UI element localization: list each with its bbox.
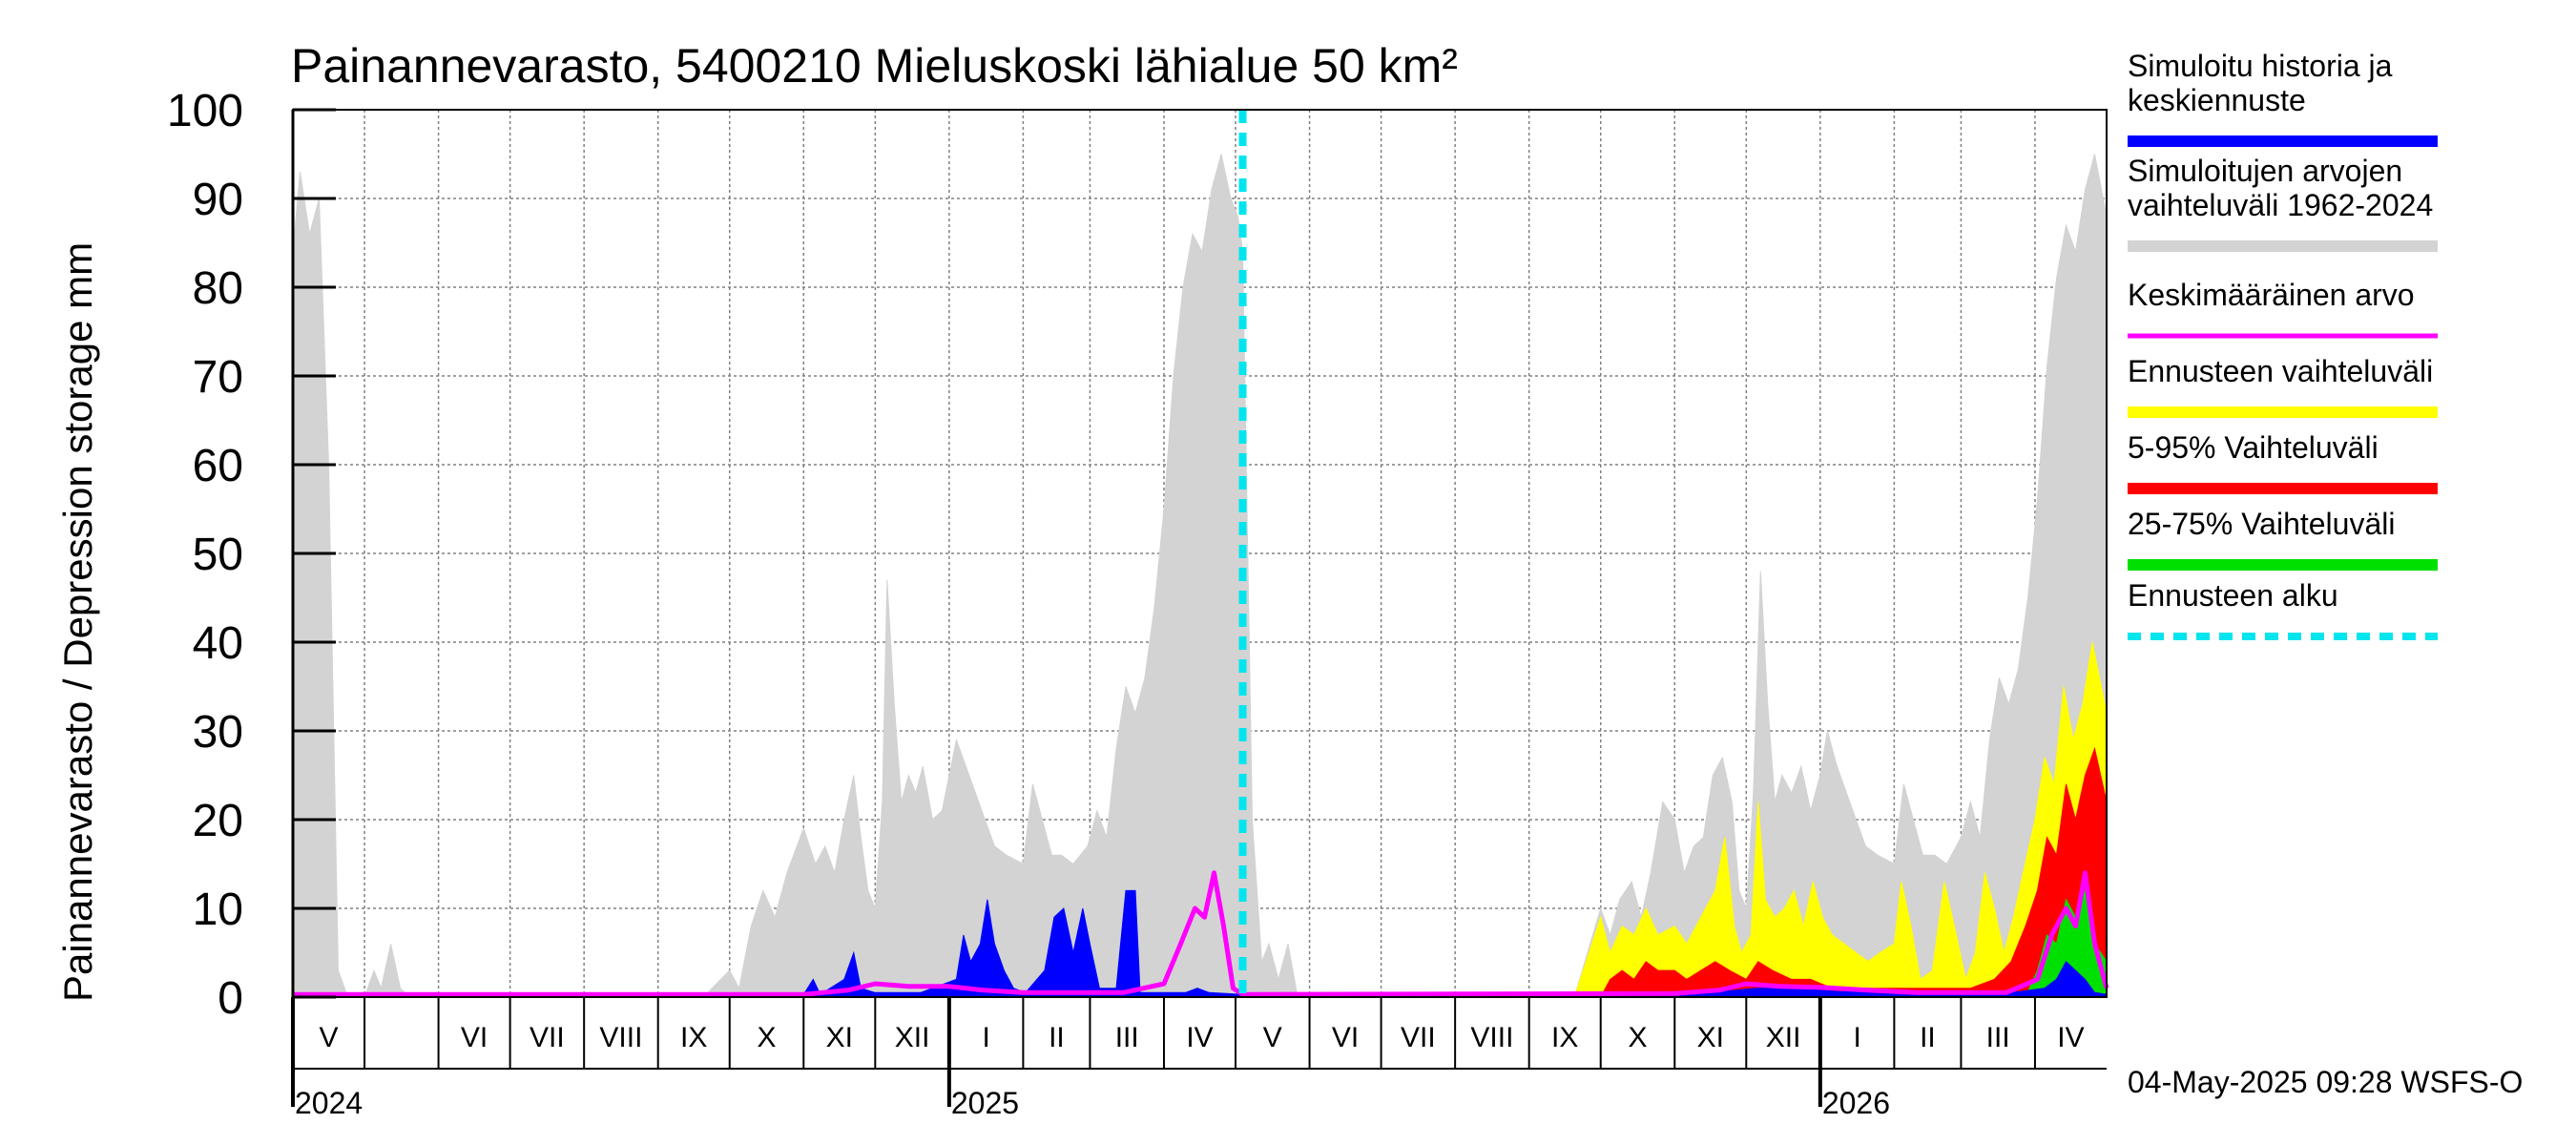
month-label: VII: [1401, 1022, 1436, 1053]
legend-item: 5-95% Vaihteluväli: [2128, 430, 2438, 494]
month-label: IV: [1186, 1022, 1213, 1053]
month-label: VI: [461, 1022, 488, 1053]
legend-label: Ennusteen alku: [2128, 578, 2338, 613]
month-label: VII: [530, 1022, 565, 1053]
month-label: III: [1115, 1022, 1139, 1053]
month-label: XII: [1766, 1022, 1801, 1053]
legend-label: Simuloitu historia ja: [2128, 49, 2393, 83]
y-axis-label: Painannevarasto / Depression storage mm: [55, 242, 100, 1002]
y-tick-label: 20: [193, 796, 243, 846]
month-label: VIII: [1470, 1022, 1513, 1053]
legend-item: Ennusteen vaihteluväli: [2128, 354, 2438, 418]
y-tick-label: 30: [193, 707, 243, 758]
month-label: II: [1920, 1022, 1936, 1053]
month-label: XII: [895, 1022, 930, 1053]
month-label: IX: [1551, 1022, 1578, 1053]
year-label: 2024: [295, 1086, 363, 1120]
legend: Simuloitu historia jakeskiennusteSimuloi…: [2128, 49, 2438, 640]
legend-label: Ennusteen vaihteluväli: [2128, 354, 2433, 388]
y-tick-label: 100: [167, 86, 243, 136]
month-label: VI: [1332, 1022, 1359, 1053]
timestamp-footer: 04-May-2025 09:28 WSFS-O: [2128, 1065, 2523, 1099]
legend-item: 25-75% Vaihteluväli: [2128, 507, 2438, 571]
y-tick-label: 90: [193, 175, 243, 225]
year-label: 2026: [1822, 1086, 1890, 1120]
legend-label: 25-75% Vaihteluväli: [2128, 507, 2395, 541]
legend-label: vaihteluväli 1962-2024: [2128, 188, 2433, 222]
month-label: X: [1628, 1022, 1647, 1053]
month-label: V: [320, 1022, 339, 1053]
month-label: VIII: [599, 1022, 642, 1053]
month-label: III: [1986, 1022, 2010, 1053]
legend-label: keskiennuste: [2128, 83, 2306, 117]
month-label: X: [758, 1022, 777, 1053]
month-label: I: [982, 1022, 989, 1053]
y-tick-label: 70: [193, 352, 243, 403]
chart-title: Painannevarasto, 5400210 Mieluskoski läh…: [291, 39, 1458, 93]
legend-item: Ennusteen alku: [2128, 578, 2438, 640]
y-tick-label: 40: [193, 618, 243, 669]
legend-label: Simuloitujen arvojen: [2128, 154, 2402, 188]
month-label: V: [1263, 1022, 1282, 1053]
month-label: I: [1853, 1022, 1860, 1053]
month-label: XI: [826, 1022, 853, 1053]
month-label: XI: [1697, 1022, 1724, 1053]
year-label: 2025: [951, 1086, 1019, 1120]
y-tick-label: 50: [193, 530, 243, 580]
legend-label: 5-95% Vaihteluväli: [2128, 430, 2379, 465]
legend-item: Keskimääräinen arvo: [2128, 278, 2438, 339]
month-label: IV: [2057, 1022, 2084, 1053]
y-tick-label: 60: [193, 441, 243, 491]
legend-label: Keskimääräinen arvo: [2128, 278, 2415, 312]
y-tick-label: 10: [193, 885, 243, 935]
series-line-keskim-r-inen-arvo: [293, 870, 2109, 997]
y-tick-label: 80: [193, 263, 243, 314]
y-tick-label: 0: [218, 973, 243, 1024]
month-label: IX: [680, 1022, 707, 1053]
month-label: II: [1049, 1022, 1065, 1053]
